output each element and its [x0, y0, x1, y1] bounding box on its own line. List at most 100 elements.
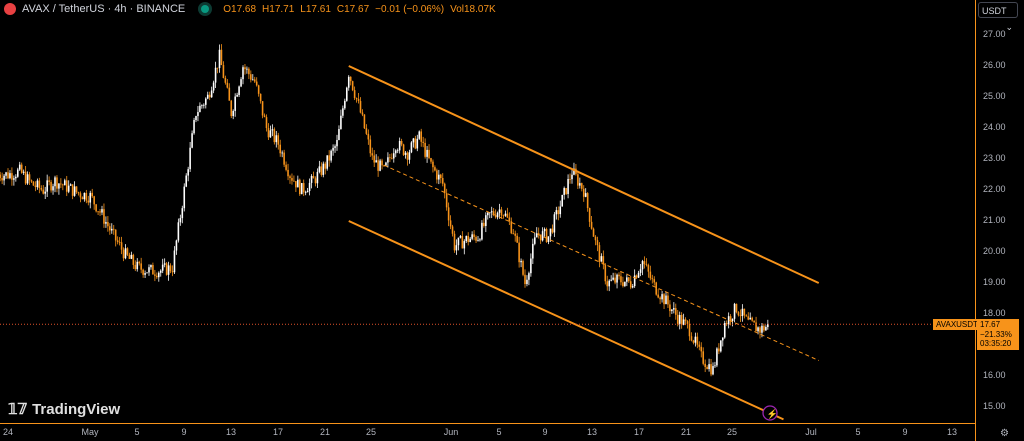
price-tick: 26.00: [983, 60, 1006, 70]
candle-body: [110, 228, 113, 231]
candle-body: [445, 193, 448, 208]
candle-body: [424, 142, 426, 157]
candle-body: [144, 273, 146, 275]
candle-body: [737, 312, 740, 316]
candle-body: [377, 160, 379, 171]
candle-body: [326, 155, 329, 169]
candle-body: [735, 303, 738, 313]
candle-body: [553, 214, 556, 233]
price-tick: 23.00: [983, 153, 1006, 163]
candle-body: [582, 188, 585, 197]
candle-body: [62, 184, 64, 186]
candle-body: [265, 117, 268, 129]
candle-body: [661, 294, 663, 300]
trend-line[interactable]: [383, 164, 819, 361]
candle-body: [555, 210, 558, 215]
candle-body: [580, 183, 583, 189]
candle-body: [725, 323, 728, 325]
candle-body: [32, 181, 35, 186]
candle-body: [161, 264, 164, 271]
candle-body: [400, 141, 403, 145]
time-tick: 17: [272, 427, 284, 437]
candle-body: [639, 269, 642, 273]
time-tick: 13: [225, 427, 237, 437]
candle-body: [191, 133, 193, 148]
candle-body: [56, 177, 58, 189]
candle-body: [324, 163, 327, 169]
tv-logo-icon: 𝟙𝟟: [8, 401, 28, 418]
candle-body: [471, 234, 473, 239]
ohlc-open: O17.68: [223, 3, 257, 15]
candle-body: [430, 158, 432, 162]
price-tick: 24.00: [983, 122, 1006, 132]
candle-body: [99, 211, 101, 213]
candle-body: [345, 87, 348, 101]
candle-body: [244, 67, 246, 70]
candle-body: [318, 166, 321, 172]
candle-body: [261, 101, 264, 116]
price-chart[interactable]: ⚡: [0, 0, 975, 441]
candle-body: [626, 277, 628, 282]
candle-body: [236, 94, 238, 97]
candle-body: [387, 157, 389, 163]
candle-body: [674, 308, 677, 315]
candle-body: [177, 222, 180, 241]
candle-body: [541, 231, 544, 241]
candle-body: [140, 263, 142, 270]
candle-body: [594, 236, 597, 241]
candle-body: [306, 191, 309, 193]
last-price: 17.67: [980, 320, 1001, 329]
candle-body: [602, 256, 605, 265]
candle-body: [618, 274, 620, 277]
candle-body: [571, 174, 573, 180]
candle-body: [684, 319, 687, 322]
candle-body: [710, 364, 712, 375]
candle-body: [616, 274, 618, 283]
trend-line[interactable]: [348, 220, 784, 421]
lightning-alert-icon[interactable]: [762, 405, 778, 421]
candle-body: [443, 183, 446, 194]
time-tick: Jun: [443, 427, 459, 437]
candle-body: [394, 150, 397, 154]
candle-body: [173, 250, 176, 273]
candle-body: [13, 178, 15, 180]
candle-body: [222, 65, 225, 78]
candle-body: [723, 323, 726, 338]
candle-body: [44, 191, 47, 194]
candle-body: [667, 295, 669, 305]
candle-body: [651, 278, 654, 280]
bar-countdown: 03:35:20: [980, 339, 1012, 348]
candle-body: [463, 241, 466, 249]
symbol-title[interactable]: AVAX / TetherUS · 4h · BINANCE: [22, 3, 186, 15]
candle-body: [195, 116, 197, 120]
candle-body: [42, 189, 45, 194]
avax-logo-icon: [4, 3, 16, 15]
currency-select[interactable]: USDT ⌄: [978, 2, 1018, 32]
candle-body: [152, 265, 154, 275]
candle-body: [528, 273, 530, 280]
trend-line[interactable]: [348, 65, 820, 284]
candle-body: [392, 153, 395, 159]
time-tick: 21: [680, 427, 692, 437]
candle-body: [447, 207, 450, 221]
candle-body: [438, 174, 440, 180]
candle-body: [629, 281, 632, 288]
price-tick: 22.00: [983, 184, 1006, 194]
candle-body: [302, 183, 305, 193]
candle-body: [561, 194, 564, 207]
tradingview-logo[interactable]: 𝟙𝟟 TradingView: [8, 400, 120, 419]
candle-body: [398, 141, 401, 151]
candle-body: [647, 264, 650, 272]
candle-body: [77, 192, 80, 194]
price-axis[interactable]: [975, 0, 1024, 441]
candle-body: [733, 303, 736, 319]
candle-body: [5, 172, 7, 176]
candle-body: [269, 130, 272, 138]
time-tick: 9: [542, 427, 548, 437]
candle-body: [690, 336, 693, 341]
candle-body: [179, 218, 182, 223]
candle-body: [312, 175, 315, 179]
candle-body: [481, 222, 483, 240]
candle-body: [741, 308, 744, 317]
settings-gear-icon[interactable]: ⚙: [1000, 428, 1009, 439]
